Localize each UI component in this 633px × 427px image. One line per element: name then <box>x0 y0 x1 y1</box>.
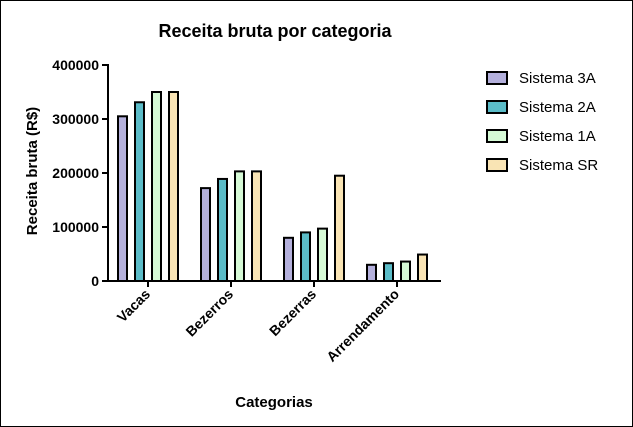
legend-swatch <box>486 129 508 143</box>
bar <box>317 227 328 282</box>
bar <box>117 115 128 282</box>
y-tick-label: 400000 <box>52 57 99 73</box>
bar <box>300 231 311 282</box>
x-tick-label: Vacas <box>114 286 154 326</box>
bar <box>366 263 377 282</box>
bar <box>151 91 162 282</box>
bar <box>134 101 145 283</box>
bar <box>251 170 262 283</box>
legend-swatch <box>486 71 508 85</box>
bars <box>117 91 428 283</box>
chart-title: Receita bruta por categoria <box>158 21 392 41</box>
x-axis-label: Categorias <box>235 394 313 411</box>
legend-label: Sistema 1A <box>519 128 596 145</box>
legend-label: Sistema SR <box>519 157 598 174</box>
axes: 0 100000 200000 300000 400000 Vacas Bezerros Be… <box>52 57 441 365</box>
bar <box>283 236 294 283</box>
bar <box>217 177 228 282</box>
x-tick-label: Bezerros <box>182 286 236 340</box>
legend-label: Sistema 3A <box>519 70 596 87</box>
y-tick-label: 100000 <box>52 219 99 235</box>
y-tick-label: 200000 <box>52 165 99 181</box>
legend-label: Sistema 2A <box>519 99 596 116</box>
bar <box>400 260 411 282</box>
bar <box>334 174 345 282</box>
x-tick-label: Arrendamento <box>323 286 402 365</box>
x-tick-label: Bezerras <box>266 286 319 339</box>
bar <box>168 91 179 282</box>
bar <box>234 170 245 283</box>
bar <box>383 262 394 282</box>
legend-swatch <box>486 158 508 172</box>
y-tick-label: 300000 <box>52 111 99 127</box>
bar <box>200 187 211 282</box>
bar <box>417 253 428 282</box>
legend-swatch <box>486 100 508 114</box>
y-axis-label: Receita bruta (R$) <box>24 107 41 235</box>
legend: Sistema 3A Sistema 2A Sistema 1A Sistema SR <box>486 70 598 174</box>
y-tick-label: 0 <box>91 273 99 289</box>
